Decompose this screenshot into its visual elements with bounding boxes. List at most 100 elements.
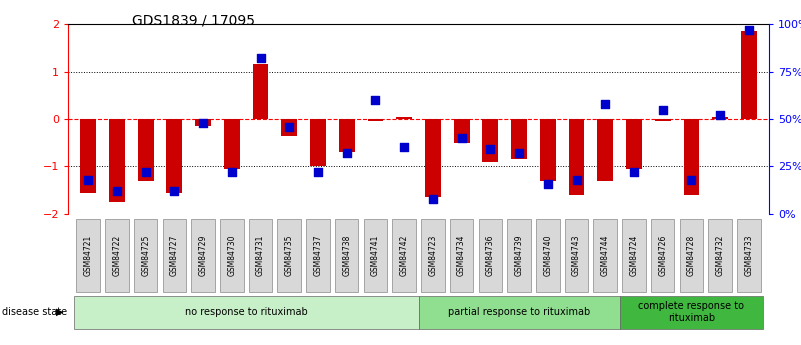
Text: GSM84724: GSM84724 [630,235,638,276]
Bar [598,119,613,181]
Bar [80,119,96,193]
FancyBboxPatch shape [134,219,158,292]
Bar [281,119,297,136]
Text: ▶: ▶ [56,307,63,317]
Point [340,150,353,156]
Point [82,177,95,183]
Bar [712,117,728,119]
FancyBboxPatch shape [74,296,418,329]
Bar [683,119,699,195]
Text: GSM84739: GSM84739 [514,235,524,276]
Text: GSM84733: GSM84733 [744,235,754,276]
Point [197,120,210,126]
Text: GSM84735: GSM84735 [285,235,294,276]
Point [743,27,755,32]
Point [570,177,583,183]
Point [426,196,439,201]
Bar [339,119,355,152]
Text: GSM84722: GSM84722 [112,235,122,276]
FancyBboxPatch shape [421,219,445,292]
FancyBboxPatch shape [507,219,531,292]
Text: GSM84729: GSM84729 [199,235,207,276]
Text: GSM84736: GSM84736 [486,235,495,276]
Point [656,107,669,112]
FancyBboxPatch shape [418,296,620,329]
Text: GSM84726: GSM84726 [658,235,667,276]
Text: disease state: disease state [2,307,66,317]
Text: partial response to rituximab: partial response to rituximab [448,307,590,317]
Text: GSM84725: GSM84725 [141,235,150,276]
FancyBboxPatch shape [737,219,761,292]
FancyBboxPatch shape [335,219,359,292]
FancyBboxPatch shape [277,219,301,292]
Text: GSM84738: GSM84738 [342,235,351,276]
FancyBboxPatch shape [594,219,617,292]
FancyBboxPatch shape [679,219,703,292]
FancyBboxPatch shape [622,219,646,292]
Point [627,169,640,175]
Point [369,97,382,103]
Point [139,169,152,175]
Text: GSM84741: GSM84741 [371,235,380,276]
Bar [310,119,326,166]
Text: GSM84742: GSM84742 [400,235,409,276]
Bar [138,119,154,181]
Point [513,150,525,156]
Bar [741,31,757,119]
FancyBboxPatch shape [76,219,100,292]
Text: GSM84743: GSM84743 [572,235,581,276]
Text: complete response to
rituximab: complete response to rituximab [638,302,744,323]
FancyBboxPatch shape [392,219,416,292]
Point [541,181,554,186]
FancyBboxPatch shape [105,219,129,292]
Bar [425,119,441,197]
Point [225,169,238,175]
Point [168,188,181,194]
Bar [224,119,239,169]
FancyBboxPatch shape [620,296,763,329]
FancyBboxPatch shape [478,219,502,292]
Point [398,145,411,150]
Point [312,169,324,175]
Text: GDS1839 / 17095: GDS1839 / 17095 [132,14,256,28]
Bar [569,119,585,195]
Bar [109,119,125,202]
FancyBboxPatch shape [536,219,560,292]
Text: GSM84727: GSM84727 [170,235,179,276]
Text: GSM84734: GSM84734 [457,235,466,276]
FancyBboxPatch shape [450,219,473,292]
Text: GSM84737: GSM84737 [313,235,323,276]
FancyBboxPatch shape [191,219,215,292]
Bar [396,117,412,119]
FancyBboxPatch shape [708,219,732,292]
Text: GSM84744: GSM84744 [601,235,610,276]
Text: GSM84723: GSM84723 [429,235,437,276]
Text: GSM84730: GSM84730 [227,235,236,276]
Point [455,135,468,141]
Point [254,56,267,61]
FancyBboxPatch shape [163,219,186,292]
Point [599,101,612,107]
FancyBboxPatch shape [565,219,588,292]
Point [685,177,698,183]
Bar [252,65,268,119]
FancyBboxPatch shape [220,219,244,292]
FancyBboxPatch shape [249,219,272,292]
Text: GSM84731: GSM84731 [256,235,265,276]
Bar [453,119,469,143]
Text: GSM84740: GSM84740 [543,235,552,276]
Bar [167,119,183,193]
FancyBboxPatch shape [364,219,387,292]
Point [283,124,296,129]
Bar [368,119,384,121]
Bar [626,119,642,169]
FancyBboxPatch shape [651,219,674,292]
Point [111,188,123,194]
Text: GSM84728: GSM84728 [687,235,696,276]
Text: GSM84732: GSM84732 [715,235,725,276]
Bar [654,119,670,121]
Text: no response to rituximab: no response to rituximab [185,307,308,317]
Text: GSM84721: GSM84721 [83,235,93,276]
Point [714,112,727,118]
Bar [195,119,211,126]
